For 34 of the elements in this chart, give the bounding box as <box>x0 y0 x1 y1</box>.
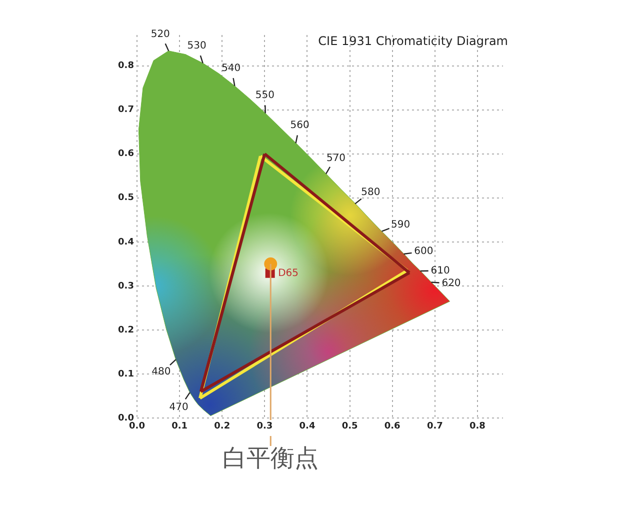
annotation: D65 <box>278 268 299 279</box>
annotation: 580 <box>361 187 380 198</box>
annotation: 530 <box>187 40 206 52</box>
annotation: 590 <box>391 220 410 231</box>
annotation: 570 <box>326 152 346 164</box>
x-tick-label: 0.2 <box>214 422 230 432</box>
annotation: 白平衡点 <box>222 444 319 472</box>
annotation: 560 <box>290 120 310 132</box>
y-tick-label: 0.6 <box>118 149 134 160</box>
annotation: 520 <box>150 29 170 40</box>
chart-title: CIE 1931 Chromaticity Diagram <box>318 34 508 48</box>
annotation: 480 <box>152 366 171 378</box>
x-tick-label: 0.0 <box>129 422 145 432</box>
x-tick-label: 0.3 <box>256 422 273 432</box>
y-tick-label: 0.8 <box>118 61 134 72</box>
y-tick-label: 0.4 <box>118 237 134 248</box>
x-tick-label: 0.5 <box>342 422 358 432</box>
y-tick-label: 0.5 <box>118 193 134 204</box>
y-tick-label: 0.1 <box>118 369 134 380</box>
y-tick-label: 0.3 <box>118 281 134 292</box>
annotation: 600 <box>414 246 434 258</box>
y-tick-label: 0.2 <box>118 325 134 336</box>
x-tick-label: 0.6 <box>384 422 400 432</box>
x-tick-label: 0.7 <box>426 422 443 432</box>
y-tick-label: 0.7 <box>118 105 134 116</box>
annotation: 550 <box>255 90 274 101</box>
x-tick-label: 0.8 <box>469 422 486 432</box>
annotation: 470 <box>169 402 188 414</box>
x-tick-label: 0.1 <box>172 422 188 432</box>
annotation: 620 <box>442 278 461 289</box>
annotation: 540 <box>222 62 241 74</box>
y-tick-label: 0.0 <box>118 413 134 424</box>
x-tick-label: 0.4 <box>299 422 316 432</box>
annotation: 610 <box>430 265 450 276</box>
